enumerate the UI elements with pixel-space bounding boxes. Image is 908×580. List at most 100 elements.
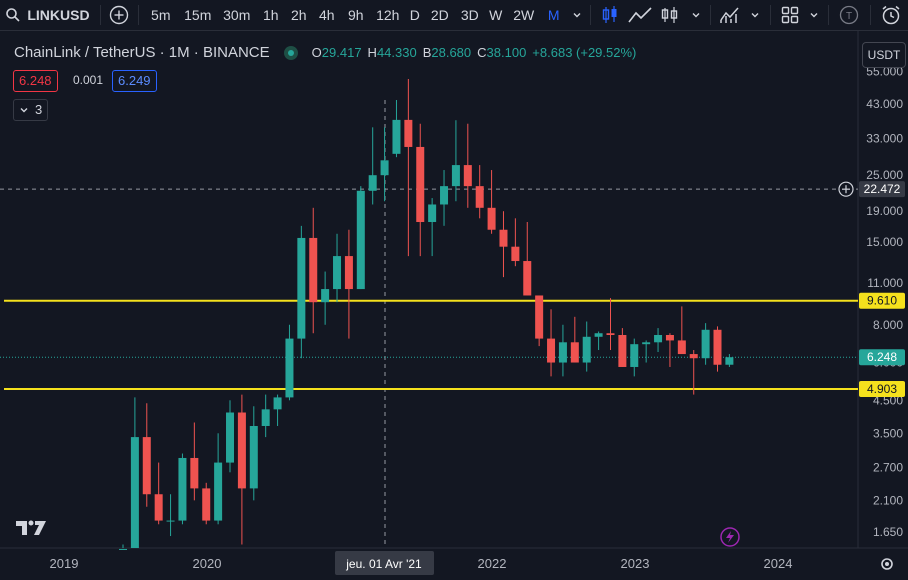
price-chart[interactable]: 55.000 43.000 33.000 25.000 19.000 15.000 11.0… — [0, 31, 908, 580]
candle-body — [273, 397, 282, 410]
candle-body — [130, 437, 139, 548]
price-tag-label: 4.903 — [867, 382, 897, 396]
interval-3d[interactable]: 3D — [460, 7, 479, 23]
interval-12h[interactable]: 12h — [376, 7, 400, 23]
candle-body — [190, 457, 199, 489]
legend-title: ChainLink / TetherUS · 1M · BINANCE — [14, 44, 270, 61]
interval-m[interactable]: M — [547, 7, 560, 23]
x-tick-label: 2019 — [50, 556, 79, 571]
indicators-icon[interactable] — [715, 0, 744, 30]
candles-icon[interactable] — [595, 0, 624, 30]
alarm-clock-icon[interactable] — [875, 0, 908, 30]
candle-body — [677, 340, 686, 355]
interval-30m[interactable]: 30m — [223, 7, 251, 23]
bars-icon[interactable] — [656, 0, 685, 30]
layout-grid-icon[interactable] — [775, 0, 804, 30]
settings-gear-icon-center — [885, 562, 889, 566]
candle-body — [451, 165, 460, 187]
low-label: B — [422, 45, 432, 60]
candle-body — [285, 338, 294, 398]
x-tick-label: 2022 — [478, 556, 507, 571]
y-tick-label: 33.000 — [866, 132, 903, 146]
last-price-tag — [859, 349, 905, 366]
open-value: 29.417 — [321, 45, 362, 60]
user-circle-icon[interactable]: T — [833, 0, 866, 30]
currency-label: USDT — [867, 48, 901, 62]
low-value: 28.680 — [431, 45, 472, 60]
candle-body — [119, 548, 127, 550]
chevron-down-icon[interactable] — [804, 0, 824, 30]
toolbar-divider — [590, 5, 592, 25]
indicators-count: 3 — [35, 102, 43, 117]
candle-body — [547, 338, 556, 363]
open-label: O — [311, 45, 322, 60]
interval-9h[interactable]: 9h — [347, 7, 364, 23]
candle-body — [416, 146, 425, 223]
candle-body — [249, 425, 258, 489]
y-tick-label: 19.000 — [866, 204, 903, 218]
lightning-icon[interactable] — [720, 527, 740, 547]
chart-background — [0, 31, 908, 580]
indicators-toggle[interactable]: 3 — [13, 99, 49, 121]
interval-15m[interactable]: 15m — [184, 7, 212, 23]
symbol-selector[interactable]: LINKUSD — [27, 7, 90, 23]
chevron-down-icon[interactable] — [567, 0, 587, 30]
toolbar-divider — [827, 5, 829, 25]
ohlc-high: H44.330 — [368, 45, 417, 60]
candle-body — [523, 261, 532, 296]
line-chart-icon[interactable] — [624, 0, 655, 30]
candle-body — [356, 190, 365, 290]
interval-2d[interactable]: 2D — [430, 7, 449, 23]
chevron-down-icon[interactable] — [745, 0, 766, 30]
lightning-icon-bolt — [726, 531, 734, 543]
interval-2h[interactable]: 2h — [290, 7, 307, 23]
x-tick-label: 2023 — [621, 556, 650, 571]
tradingview-logo[interactable] — [16, 520, 46, 536]
settings-gear-icon[interactable] — [881, 558, 893, 570]
ohlc-open: O29.417 — [312, 45, 362, 60]
toolbar-divider — [710, 5, 712, 25]
candle-body — [618, 335, 627, 367]
y-tick-label: 25.000 — [866, 168, 903, 182]
candle-body — [142, 437, 151, 495]
search-icon[interactable] — [0, 0, 25, 30]
candle-body — [333, 256, 342, 290]
candle-body — [535, 295, 544, 339]
candle-body — [309, 237, 318, 303]
crosshair-time-tag — [335, 551, 434, 575]
y-tick-label: 8.000 — [873, 318, 903, 332]
price-tag-label: 9.610 — [867, 294, 897, 308]
sell-button[interactable]: 6.248 — [13, 70, 58, 92]
change-value: +8.683 (+29.52%) — [532, 45, 637, 60]
candle-body — [404, 119, 413, 147]
interval-4h[interactable]: 4h — [318, 7, 335, 23]
candle-body — [511, 246, 520, 262]
candle-body — [499, 229, 508, 247]
buy-button[interactable]: 6.249 — [112, 70, 157, 92]
y-tick-label: 11.000 — [867, 276, 903, 290]
toolbar-divider — [137, 5, 139, 25]
plus-circle-icon[interactable] — [105, 0, 134, 30]
interval-1h[interactable]: 1h — [262, 7, 279, 23]
interval-w[interactable]: W — [489, 7, 503, 23]
y-tick-label: 43.000 — [866, 97, 903, 111]
ohlc-low: B28.680 — [423, 45, 471, 60]
price-tag — [859, 292, 905, 309]
candle-body — [392, 119, 401, 154]
interval-5m[interactable]: 5m — [151, 7, 171, 23]
ohlc-close: C38.100 — [477, 45, 526, 60]
candle-body — [261, 409, 270, 426]
price-tag — [859, 381, 905, 398]
candle-body — [368, 175, 377, 191]
interval-2w[interactable]: 2W — [513, 7, 535, 23]
currency-selector[interactable]: USDT — [862, 42, 906, 68]
interval-d[interactable]: D — [409, 7, 420, 23]
chevron-down-icon[interactable] — [685, 0, 706, 30]
toolbar-divider — [869, 5, 871, 25]
crosshair-price-label: 22.472 — [864, 182, 901, 196]
candle-body — [166, 520, 175, 522]
candle-body — [344, 256, 353, 290]
candle-body — [713, 329, 722, 365]
toolbar-divider — [770, 5, 772, 25]
candle-body — [178, 457, 187, 521]
